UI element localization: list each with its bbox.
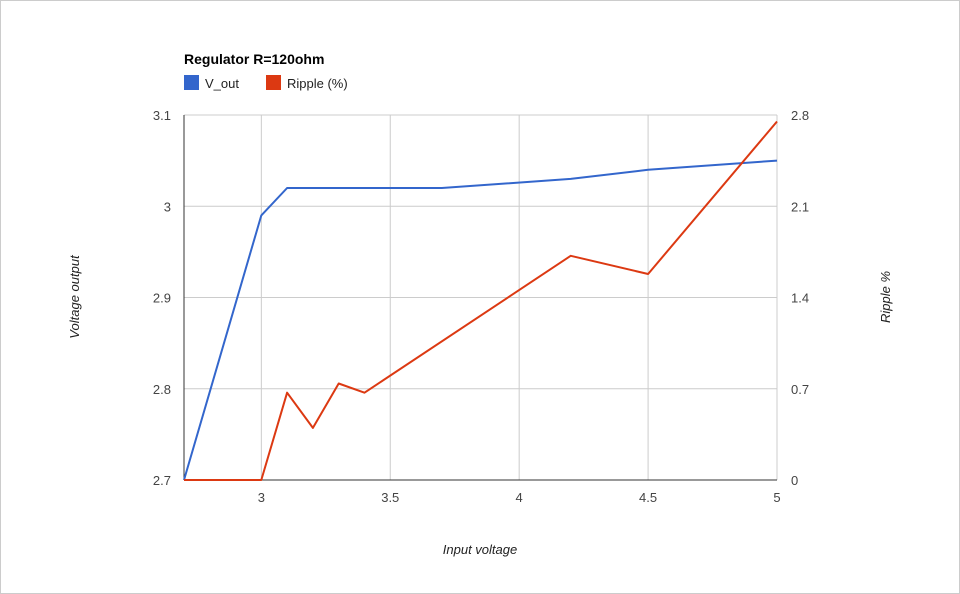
y2-axis-title: Ripple % — [878, 271, 893, 323]
y-tick-label: 3.1 — [153, 108, 171, 123]
legend: V_out Ripple (%) — [184, 75, 348, 91]
x-tick-label: 4 — [516, 490, 523, 505]
y2-tick-label: 0.7 — [791, 382, 809, 397]
legend-label-ripple: Ripple (%) — [287, 76, 348, 91]
series-line-v-out — [183, 159, 778, 481]
x-tick-label: 3.5 — [381, 490, 399, 505]
y2-tick-label: 2.1 — [791, 199, 809, 214]
y-tick-label: 2.9 — [153, 291, 171, 306]
legend-label-v-out: V_out — [205, 76, 239, 91]
x-axis-title: Input voltage — [443, 542, 517, 557]
legend-swatch-ripple — [266, 75, 281, 90]
y2-tick-label: 0 — [791, 473, 798, 488]
chart-title: Regulator R=120ohm — [184, 51, 324, 67]
y2-tick-label: 1.4 — [791, 291, 809, 306]
y-tick-label: 2.8 — [153, 382, 171, 397]
y-tick-label: 2.7 — [153, 473, 171, 488]
tick-labels: 2.7 2.8 2.9 3 3.1 0 0.7 1.4 2.1 2.8 3 3.5 4 4.5 5 — [153, 108, 809, 505]
series-lines — [183, 120, 778, 481]
y-axis-title: Voltage output — [67, 254, 82, 339]
x-tick-label: 4.5 — [639, 490, 657, 505]
series-line-ripple — [184, 120, 778, 481]
x-tick-label: 5 — [773, 490, 780, 505]
y-tick-label: 3 — [164, 199, 171, 214]
y2-tick-label: 2.8 — [791, 108, 809, 123]
legend-swatch-v-out — [184, 75, 199, 90]
grid — [183, 114, 778, 481]
x-tick-label: 3 — [258, 490, 265, 505]
